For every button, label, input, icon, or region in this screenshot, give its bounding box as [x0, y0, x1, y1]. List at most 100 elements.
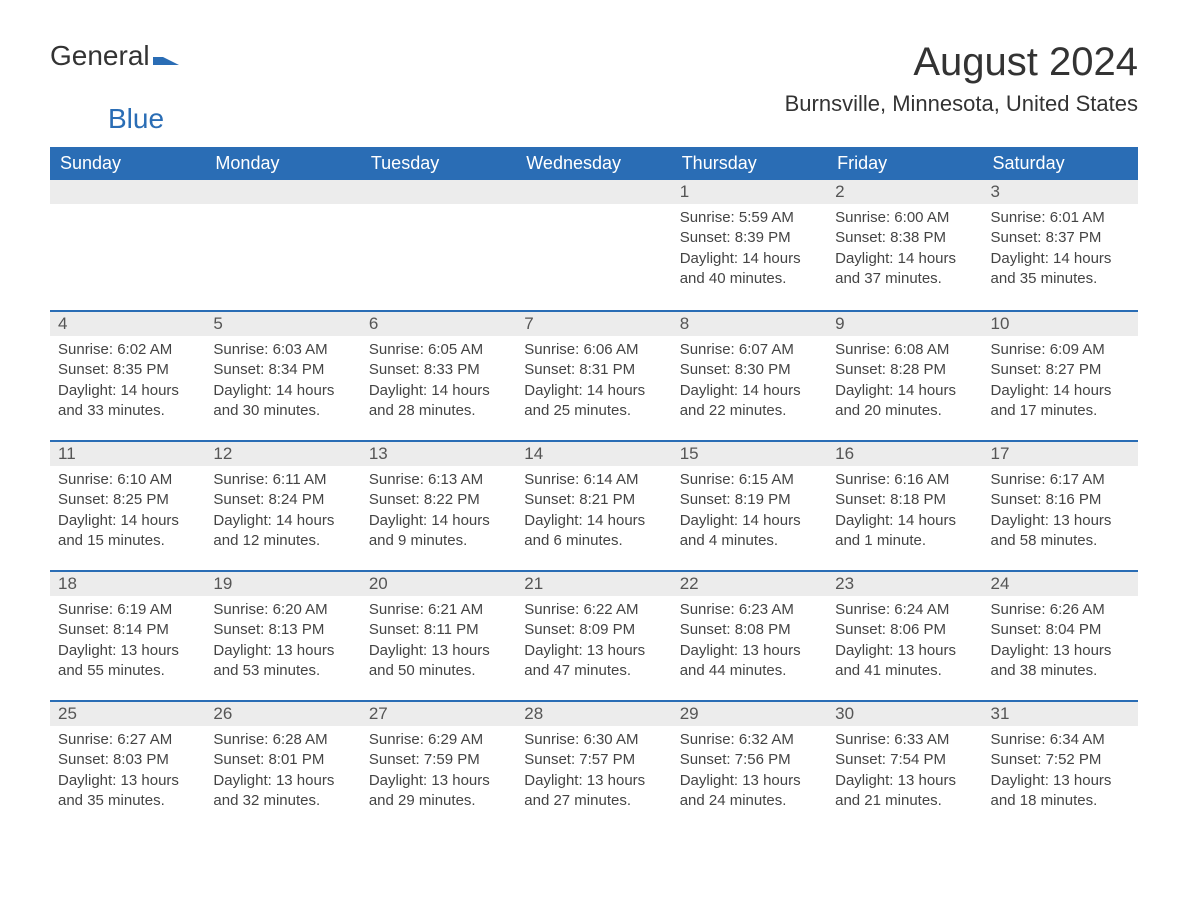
daylight-text: Daylight: 14 hours and 30 minutes.: [213, 381, 352, 422]
day-content: Sunrise: 6:33 AMSunset: 7:54 PMDaylight:…: [827, 726, 982, 819]
sunset-text: Sunset: 8:39 PM: [680, 228, 819, 248]
sunrise-text: Sunrise: 6:19 AM: [58, 600, 197, 620]
sunset-text: Sunset: 8:16 PM: [991, 490, 1130, 510]
sunset-text: Sunset: 7:54 PM: [835, 750, 974, 770]
calendar-day-cell: 7Sunrise: 6:06 AMSunset: 8:31 PMDaylight…: [516, 310, 671, 440]
sunrise-text: Sunrise: 5:59 AM: [680, 208, 819, 228]
weekday-header: Monday: [205, 147, 360, 180]
day-number: 2: [827, 180, 982, 204]
sunrise-text: Sunrise: 6:09 AM: [991, 340, 1130, 360]
day-number: 28: [516, 700, 671, 726]
calendar-header: SundayMondayTuesdayWednesdayThursdayFrid…: [50, 147, 1138, 180]
day-content: Sunrise: 6:22 AMSunset: 8:09 PMDaylight:…: [516, 596, 671, 689]
daylight-text: Daylight: 13 hours and 38 minutes.: [991, 641, 1130, 682]
sunset-text: Sunset: 8:22 PM: [369, 490, 508, 510]
calendar-day-cell: 15Sunrise: 6:15 AMSunset: 8:19 PMDayligh…: [672, 440, 827, 570]
day-number: 10: [983, 310, 1138, 336]
day-content: Sunrise: 6:20 AMSunset: 8:13 PMDaylight:…: [205, 596, 360, 689]
calendar-day-cell: 3Sunrise: 6:01 AMSunset: 8:37 PMDaylight…: [983, 180, 1138, 310]
daylight-text: Daylight: 14 hours and 15 minutes.: [58, 511, 197, 552]
day-content: Sunrise: 6:26 AMSunset: 8:04 PMDaylight:…: [983, 596, 1138, 689]
sunrise-text: Sunrise: 6:15 AM: [680, 470, 819, 490]
calendar-day-cell: 22Sunrise: 6:23 AMSunset: 8:08 PMDayligh…: [672, 570, 827, 700]
sunrise-text: Sunrise: 6:06 AM: [524, 340, 663, 360]
sunset-text: Sunset: 8:28 PM: [835, 360, 974, 380]
sunset-text: Sunset: 8:34 PM: [213, 360, 352, 380]
calendar-day-cell: 13Sunrise: 6:13 AMSunset: 8:22 PMDayligh…: [361, 440, 516, 570]
day-content: Sunrise: 6:13 AMSunset: 8:22 PMDaylight:…: [361, 466, 516, 559]
calendar-day-cell: 10Sunrise: 6:09 AMSunset: 8:27 PMDayligh…: [983, 310, 1138, 440]
calendar-week-row: 25Sunrise: 6:27 AMSunset: 8:03 PMDayligh…: [50, 700, 1138, 830]
day-content: Sunrise: 6:30 AMSunset: 7:57 PMDaylight:…: [516, 726, 671, 819]
sunrise-text: Sunrise: 6:16 AM: [835, 470, 974, 490]
day-number: 9: [827, 310, 982, 336]
calendar-day-cell: 17Sunrise: 6:17 AMSunset: 8:16 PMDayligh…: [983, 440, 1138, 570]
sunset-text: Sunset: 8:13 PM: [213, 620, 352, 640]
sunrise-text: Sunrise: 6:10 AM: [58, 470, 197, 490]
day-number: 6: [361, 310, 516, 336]
logo: General: [50, 40, 179, 72]
day-number: 11: [50, 440, 205, 466]
weekday-header: Saturday: [983, 147, 1138, 180]
calendar-day-cell: 6Sunrise: 6:05 AMSunset: 8:33 PMDaylight…: [361, 310, 516, 440]
daylight-text: Daylight: 14 hours and 35 minutes.: [991, 249, 1130, 290]
calendar-day-cell: [361, 180, 516, 310]
weekday-header: Friday: [827, 147, 982, 180]
daylight-text: Daylight: 14 hours and 28 minutes.: [369, 381, 508, 422]
day-number: 18: [50, 570, 205, 596]
day-number: 30: [827, 700, 982, 726]
daylight-text: Daylight: 13 hours and 21 minutes.: [835, 771, 974, 812]
day-number: 5: [205, 310, 360, 336]
weekday-row: SundayMondayTuesdayWednesdayThursdayFrid…: [50, 147, 1138, 180]
calendar-day-cell: 29Sunrise: 6:32 AMSunset: 7:56 PMDayligh…: [672, 700, 827, 830]
sunrise-text: Sunrise: 6:11 AM: [213, 470, 352, 490]
day-content: Sunrise: 6:01 AMSunset: 8:37 PMDaylight:…: [983, 204, 1138, 297]
sunrise-text: Sunrise: 6:32 AM: [680, 730, 819, 750]
daylight-text: Daylight: 14 hours and 6 minutes.: [524, 511, 663, 552]
sunrise-text: Sunrise: 6:20 AM: [213, 600, 352, 620]
daylight-text: Daylight: 13 hours and 53 minutes.: [213, 641, 352, 682]
daylight-text: Daylight: 14 hours and 25 minutes.: [524, 381, 663, 422]
calendar-day-cell: [516, 180, 671, 310]
day-number-empty: [205, 180, 360, 204]
sunset-text: Sunset: 8:27 PM: [991, 360, 1130, 380]
daylight-text: Daylight: 14 hours and 22 minutes.: [680, 381, 819, 422]
sunrise-text: Sunrise: 6:01 AM: [991, 208, 1130, 228]
calendar-day-cell: 8Sunrise: 6:07 AMSunset: 8:30 PMDaylight…: [672, 310, 827, 440]
calendar-day-cell: 20Sunrise: 6:21 AMSunset: 8:11 PMDayligh…: [361, 570, 516, 700]
sunset-text: Sunset: 8:35 PM: [58, 360, 197, 380]
calendar-week-row: 11Sunrise: 6:10 AMSunset: 8:25 PMDayligh…: [50, 440, 1138, 570]
sunrise-text: Sunrise: 6:05 AM: [369, 340, 508, 360]
location: Burnsville, Minnesota, United States: [785, 91, 1138, 117]
calendar-day-cell: [205, 180, 360, 310]
sunset-text: Sunset: 8:21 PM: [524, 490, 663, 510]
title-block: August 2024 Burnsville, Minnesota, Unite…: [785, 40, 1138, 117]
weekday-header: Thursday: [672, 147, 827, 180]
day-number: 21: [516, 570, 671, 596]
calendar-day-cell: 27Sunrise: 6:29 AMSunset: 7:59 PMDayligh…: [361, 700, 516, 830]
day-number: 20: [361, 570, 516, 596]
calendar-day-cell: 14Sunrise: 6:14 AMSunset: 8:21 PMDayligh…: [516, 440, 671, 570]
sunset-text: Sunset: 8:18 PM: [835, 490, 974, 510]
weekday-header: Sunday: [50, 147, 205, 180]
day-number: 13: [361, 440, 516, 466]
day-content: Sunrise: 6:24 AMSunset: 8:06 PMDaylight:…: [827, 596, 982, 689]
day-content: Sunrise: 6:17 AMSunset: 8:16 PMDaylight:…: [983, 466, 1138, 559]
sunset-text: Sunset: 8:37 PM: [991, 228, 1130, 248]
sunrise-text: Sunrise: 6:27 AM: [58, 730, 197, 750]
sunset-text: Sunset: 7:59 PM: [369, 750, 508, 770]
sunset-text: Sunset: 8:19 PM: [680, 490, 819, 510]
logo-general-text: General: [50, 40, 150, 72]
sunset-text: Sunset: 8:11 PM: [369, 620, 508, 640]
day-number: 12: [205, 440, 360, 466]
calendar-day-cell: 31Sunrise: 6:34 AMSunset: 7:52 PMDayligh…: [983, 700, 1138, 830]
daylight-text: Daylight: 14 hours and 12 minutes.: [213, 511, 352, 552]
sunset-text: Sunset: 8:33 PM: [369, 360, 508, 380]
day-number: 29: [672, 700, 827, 726]
calendar-day-cell: 11Sunrise: 6:10 AMSunset: 8:25 PMDayligh…: [50, 440, 205, 570]
sunset-text: Sunset: 8:09 PM: [524, 620, 663, 640]
day-content: Sunrise: 6:05 AMSunset: 8:33 PMDaylight:…: [361, 336, 516, 429]
daylight-text: Daylight: 13 hours and 29 minutes.: [369, 771, 508, 812]
calendar-week-row: 1Sunrise: 5:59 AMSunset: 8:39 PMDaylight…: [50, 180, 1138, 310]
sunrise-text: Sunrise: 6:07 AM: [680, 340, 819, 360]
